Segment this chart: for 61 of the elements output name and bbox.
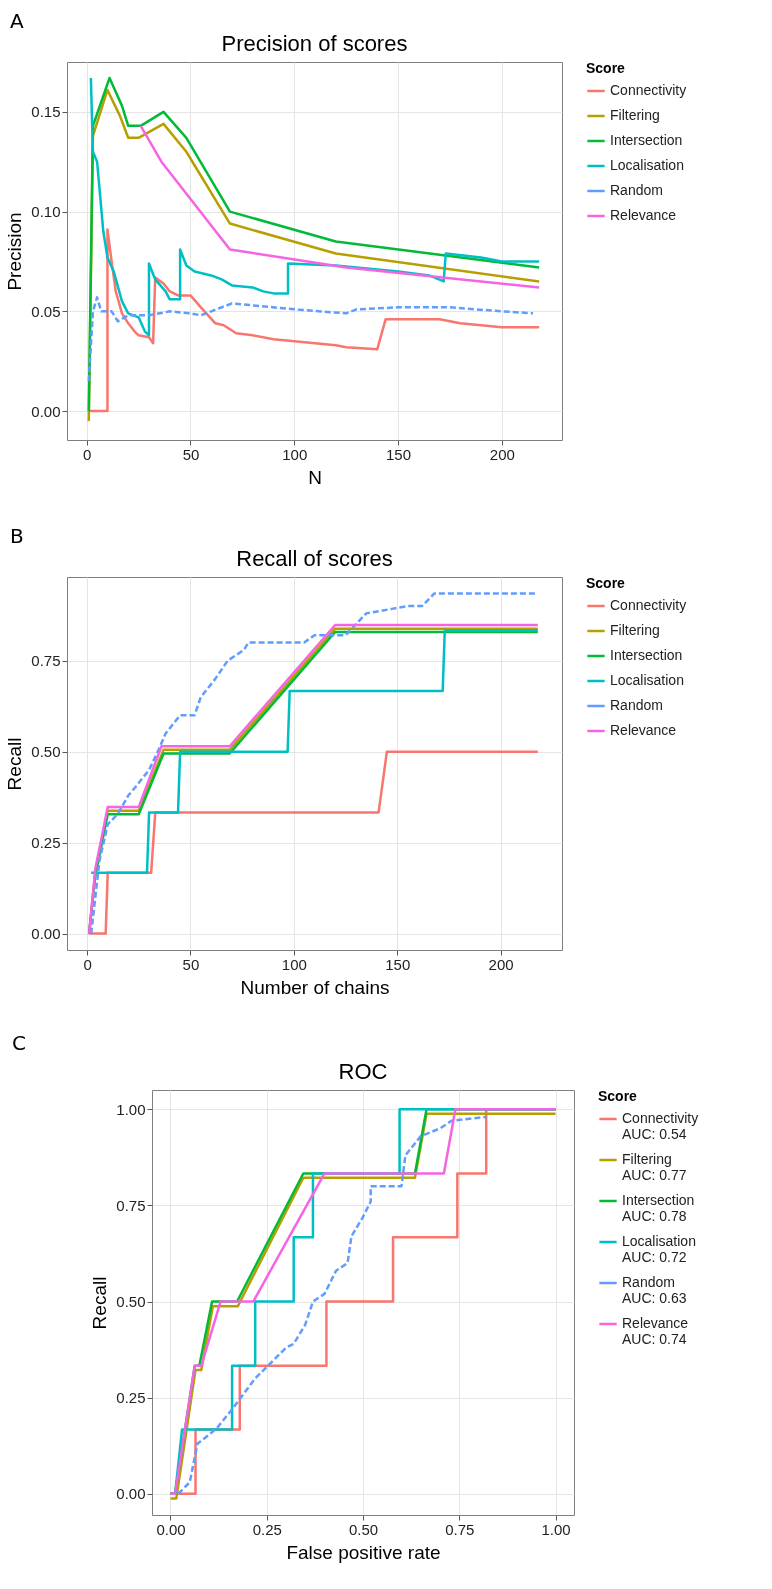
legend-label: Localisation [610,672,684,688]
x-tick-label: 0.25 [252,1520,282,1538]
y-tick-label: 0.00 [31,925,61,943]
legend-label: Intersection [610,132,683,148]
x-tick-label: 0 [83,955,92,973]
x-axis-title: False positive rate [286,1541,441,1563]
y-tick-label: 0.00 [116,1485,146,1503]
y-tick-label: 0.05 [31,302,61,320]
y-tick-label: 0.10 [31,203,61,221]
legend-label: Random [610,182,663,198]
text: B [10,524,24,548]
x-tick-label: 150 [385,955,411,973]
x-tick-label: 50 [182,955,200,973]
legend-title: Score [586,60,626,76]
x-tick-label: 0.75 [445,1520,475,1538]
chart-title: ROC [338,1059,388,1084]
legend-label: Intersection AUC: 0.78 [622,1192,695,1224]
x-tick-label: 0.50 [348,1520,379,1538]
y-tick-label: 1.00 [116,1100,146,1118]
legend-title: Score [586,575,626,591]
y-axis-title: Recall [4,737,26,791]
x-tick-label: 0 [83,445,92,463]
y-tick-label: 0.50 [31,743,61,761]
y-tick-label: 0.00 [31,402,61,420]
legend-label: Connectivity AUC: 0.54 [622,1110,699,1142]
legend-label: Localisation AUC: 0.72 [622,1233,696,1265]
text: C [12,1031,26,1055]
legend-label: Filtering [610,622,660,638]
x-tick-label: 100 [282,445,308,463]
x-tick-label: 100 [281,955,307,973]
legend-label: Relevance [610,207,677,223]
legend-label: Intersection [610,647,683,663]
x-tick-label: 1.00 [541,1520,571,1538]
y-tick-label: 0.25 [116,1389,146,1407]
legend-label: Filtering [610,107,660,123]
y-tick-label: 0.15 [31,103,61,121]
legend-label: Connectivity [610,597,687,613]
x-tick-label: 150 [386,445,412,463]
y-tick-label: 0.50 [116,1293,146,1311]
x-axis-title: Number of chains [240,976,390,998]
x-tick-label: 0.00 [156,1520,186,1538]
y-axis-title: Precision [4,212,26,291]
legend-label: Random [610,697,663,713]
y-axis-title: Recall [89,1276,111,1330]
chart-title: Precision of scores [221,31,408,56]
text: A [10,9,24,33]
legend-label: Relevance [610,722,677,738]
x-tick-label: 200 [488,955,514,973]
x-axis-title: N [308,466,322,488]
y-tick-label: 0.75 [31,652,61,670]
legend-label: Connectivity [610,82,687,98]
y-tick-label: 0.25 [31,834,61,852]
x-tick-label: 200 [489,445,515,463]
legend-label: Filtering AUC: 0.77 [622,1151,687,1183]
legend-label: Random AUC: 0.63 [622,1274,687,1306]
legend-label: Relevance AUC: 0.74 [622,1315,689,1347]
x-tick-label: 50 [182,445,200,463]
y-tick-label: 0.75 [116,1196,146,1214]
legend-label: Localisation [610,157,684,173]
chart-title: Recall of scores [236,546,393,571]
legend-title: Score [598,1088,638,1104]
